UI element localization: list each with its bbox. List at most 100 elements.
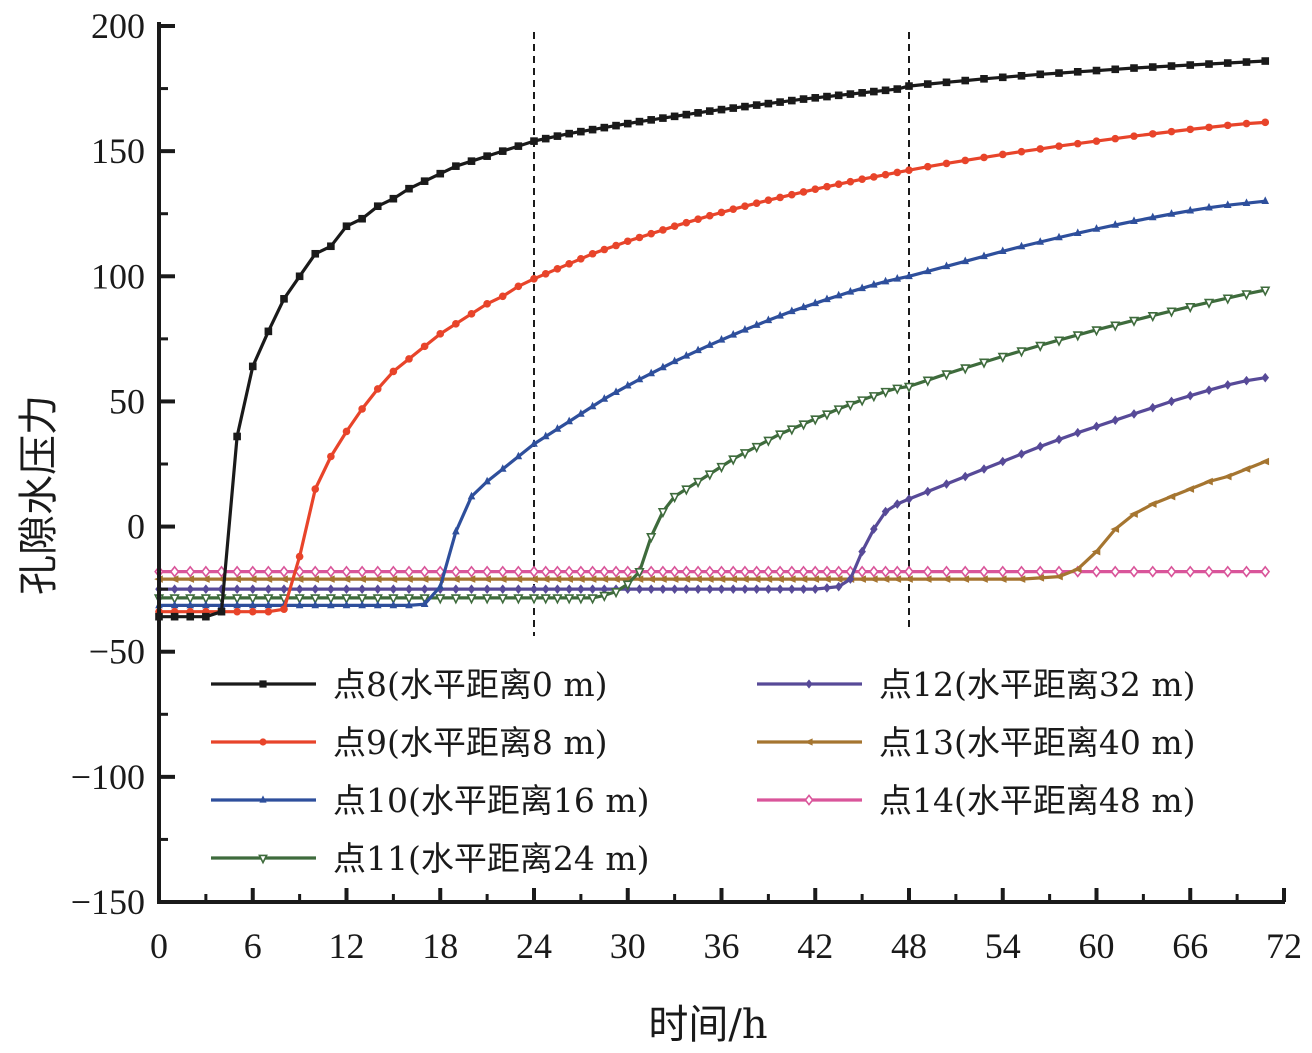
data-point xyxy=(1167,396,1176,407)
data-point xyxy=(881,276,890,285)
data-point xyxy=(857,396,868,407)
data-point xyxy=(805,679,813,689)
data-point xyxy=(893,85,902,93)
data-point xyxy=(669,565,680,578)
data-point xyxy=(1055,142,1063,150)
data-point xyxy=(892,565,903,578)
data-point xyxy=(540,594,551,605)
data-point xyxy=(670,584,679,594)
data-point xyxy=(311,249,320,258)
data-point xyxy=(942,261,951,270)
data-point xyxy=(599,591,610,602)
data-point xyxy=(941,370,952,381)
series-line xyxy=(159,59,1266,619)
data-point xyxy=(823,92,831,101)
data-point xyxy=(612,241,620,250)
data-point xyxy=(1261,57,1270,65)
data-point xyxy=(541,431,550,440)
data-point xyxy=(310,565,321,578)
data-point xyxy=(466,565,477,578)
data-point xyxy=(647,229,655,238)
data-point xyxy=(1185,485,1195,493)
data-point xyxy=(467,584,476,594)
data-point xyxy=(821,410,833,421)
data-point xyxy=(810,415,821,426)
data-point xyxy=(233,584,241,594)
data-point xyxy=(942,159,951,168)
legend-swatch xyxy=(211,854,316,865)
data-point xyxy=(311,485,320,493)
data-point xyxy=(923,162,932,171)
data-point xyxy=(342,222,351,231)
data-point xyxy=(169,594,180,605)
data-point xyxy=(1130,64,1138,72)
data-point xyxy=(435,565,446,578)
data-point xyxy=(693,575,702,583)
data-point xyxy=(1222,472,1232,481)
data-point xyxy=(740,565,750,578)
data-point xyxy=(1073,427,1082,438)
data-point xyxy=(1242,375,1251,386)
data-point xyxy=(858,175,866,183)
data-point xyxy=(1073,68,1082,76)
data-point xyxy=(729,104,738,112)
data-point xyxy=(295,600,304,609)
series-12 xyxy=(155,372,1270,594)
data-point xyxy=(799,95,808,103)
data-point xyxy=(646,532,657,544)
data-point xyxy=(514,584,523,594)
data-point xyxy=(774,430,786,441)
y-tick-label: 200 xyxy=(91,6,145,46)
data-point xyxy=(1261,372,1270,383)
data-point xyxy=(1166,565,1177,578)
data-point xyxy=(264,327,273,336)
x-tick-label: 36 xyxy=(704,926,740,966)
data-point xyxy=(358,584,366,594)
data-point xyxy=(880,387,891,399)
data-point xyxy=(358,214,366,223)
legend-item-3: 点11(水平距离24 m) xyxy=(211,839,650,878)
data-point xyxy=(681,565,692,578)
data-point xyxy=(1205,123,1213,132)
data-point xyxy=(405,184,413,193)
data-point xyxy=(705,584,714,594)
legend-label: 点13(水平距离40 m) xyxy=(879,723,1196,762)
legend-label: 点11(水平距离24 m) xyxy=(333,839,650,878)
data-point xyxy=(577,409,585,417)
data-point xyxy=(530,584,538,594)
data-point xyxy=(263,565,274,578)
data-point xyxy=(740,575,749,583)
data-point xyxy=(786,425,797,436)
data-point xyxy=(1222,565,1233,578)
data-point xyxy=(846,574,855,584)
data-point xyxy=(798,575,808,583)
data-point xyxy=(647,584,655,594)
data-point xyxy=(552,575,562,583)
data-point xyxy=(513,575,523,583)
data-point xyxy=(681,485,692,496)
data-point xyxy=(857,565,867,578)
legend-item-2: 点10(水平距离16 m) xyxy=(211,781,650,820)
data-point xyxy=(904,575,913,583)
data-point xyxy=(961,471,970,482)
legend-item-4: 点12(水平距离32 m) xyxy=(757,665,1196,704)
data-point xyxy=(248,584,257,594)
data-point xyxy=(452,584,460,594)
data-point xyxy=(869,575,878,583)
data-point xyxy=(452,320,460,328)
data-point xyxy=(775,565,785,578)
data-point xyxy=(634,575,644,583)
data-point xyxy=(763,565,774,578)
data-point xyxy=(1091,565,1102,578)
data-point xyxy=(788,584,796,594)
x-tick-label: 6 xyxy=(244,926,262,966)
data-point xyxy=(811,298,820,307)
data-point xyxy=(922,575,932,583)
data-point xyxy=(942,479,951,489)
data-point xyxy=(1147,500,1157,508)
data-point xyxy=(1148,63,1157,71)
data-point xyxy=(647,368,655,377)
data-point xyxy=(1092,421,1101,432)
data-point xyxy=(389,194,398,203)
data-point xyxy=(893,273,902,282)
